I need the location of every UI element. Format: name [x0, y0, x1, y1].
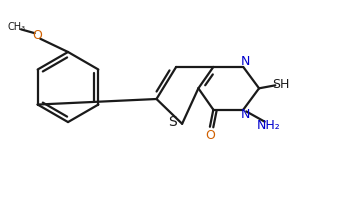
Text: SH: SH	[273, 78, 290, 90]
Text: CH₃: CH₃	[8, 22, 26, 32]
Text: O: O	[32, 29, 42, 42]
Text: O: O	[205, 129, 215, 142]
Text: NH₂: NH₂	[257, 119, 281, 132]
Text: N: N	[241, 108, 251, 121]
Text: N: N	[241, 55, 251, 68]
Text: S: S	[169, 115, 177, 129]
